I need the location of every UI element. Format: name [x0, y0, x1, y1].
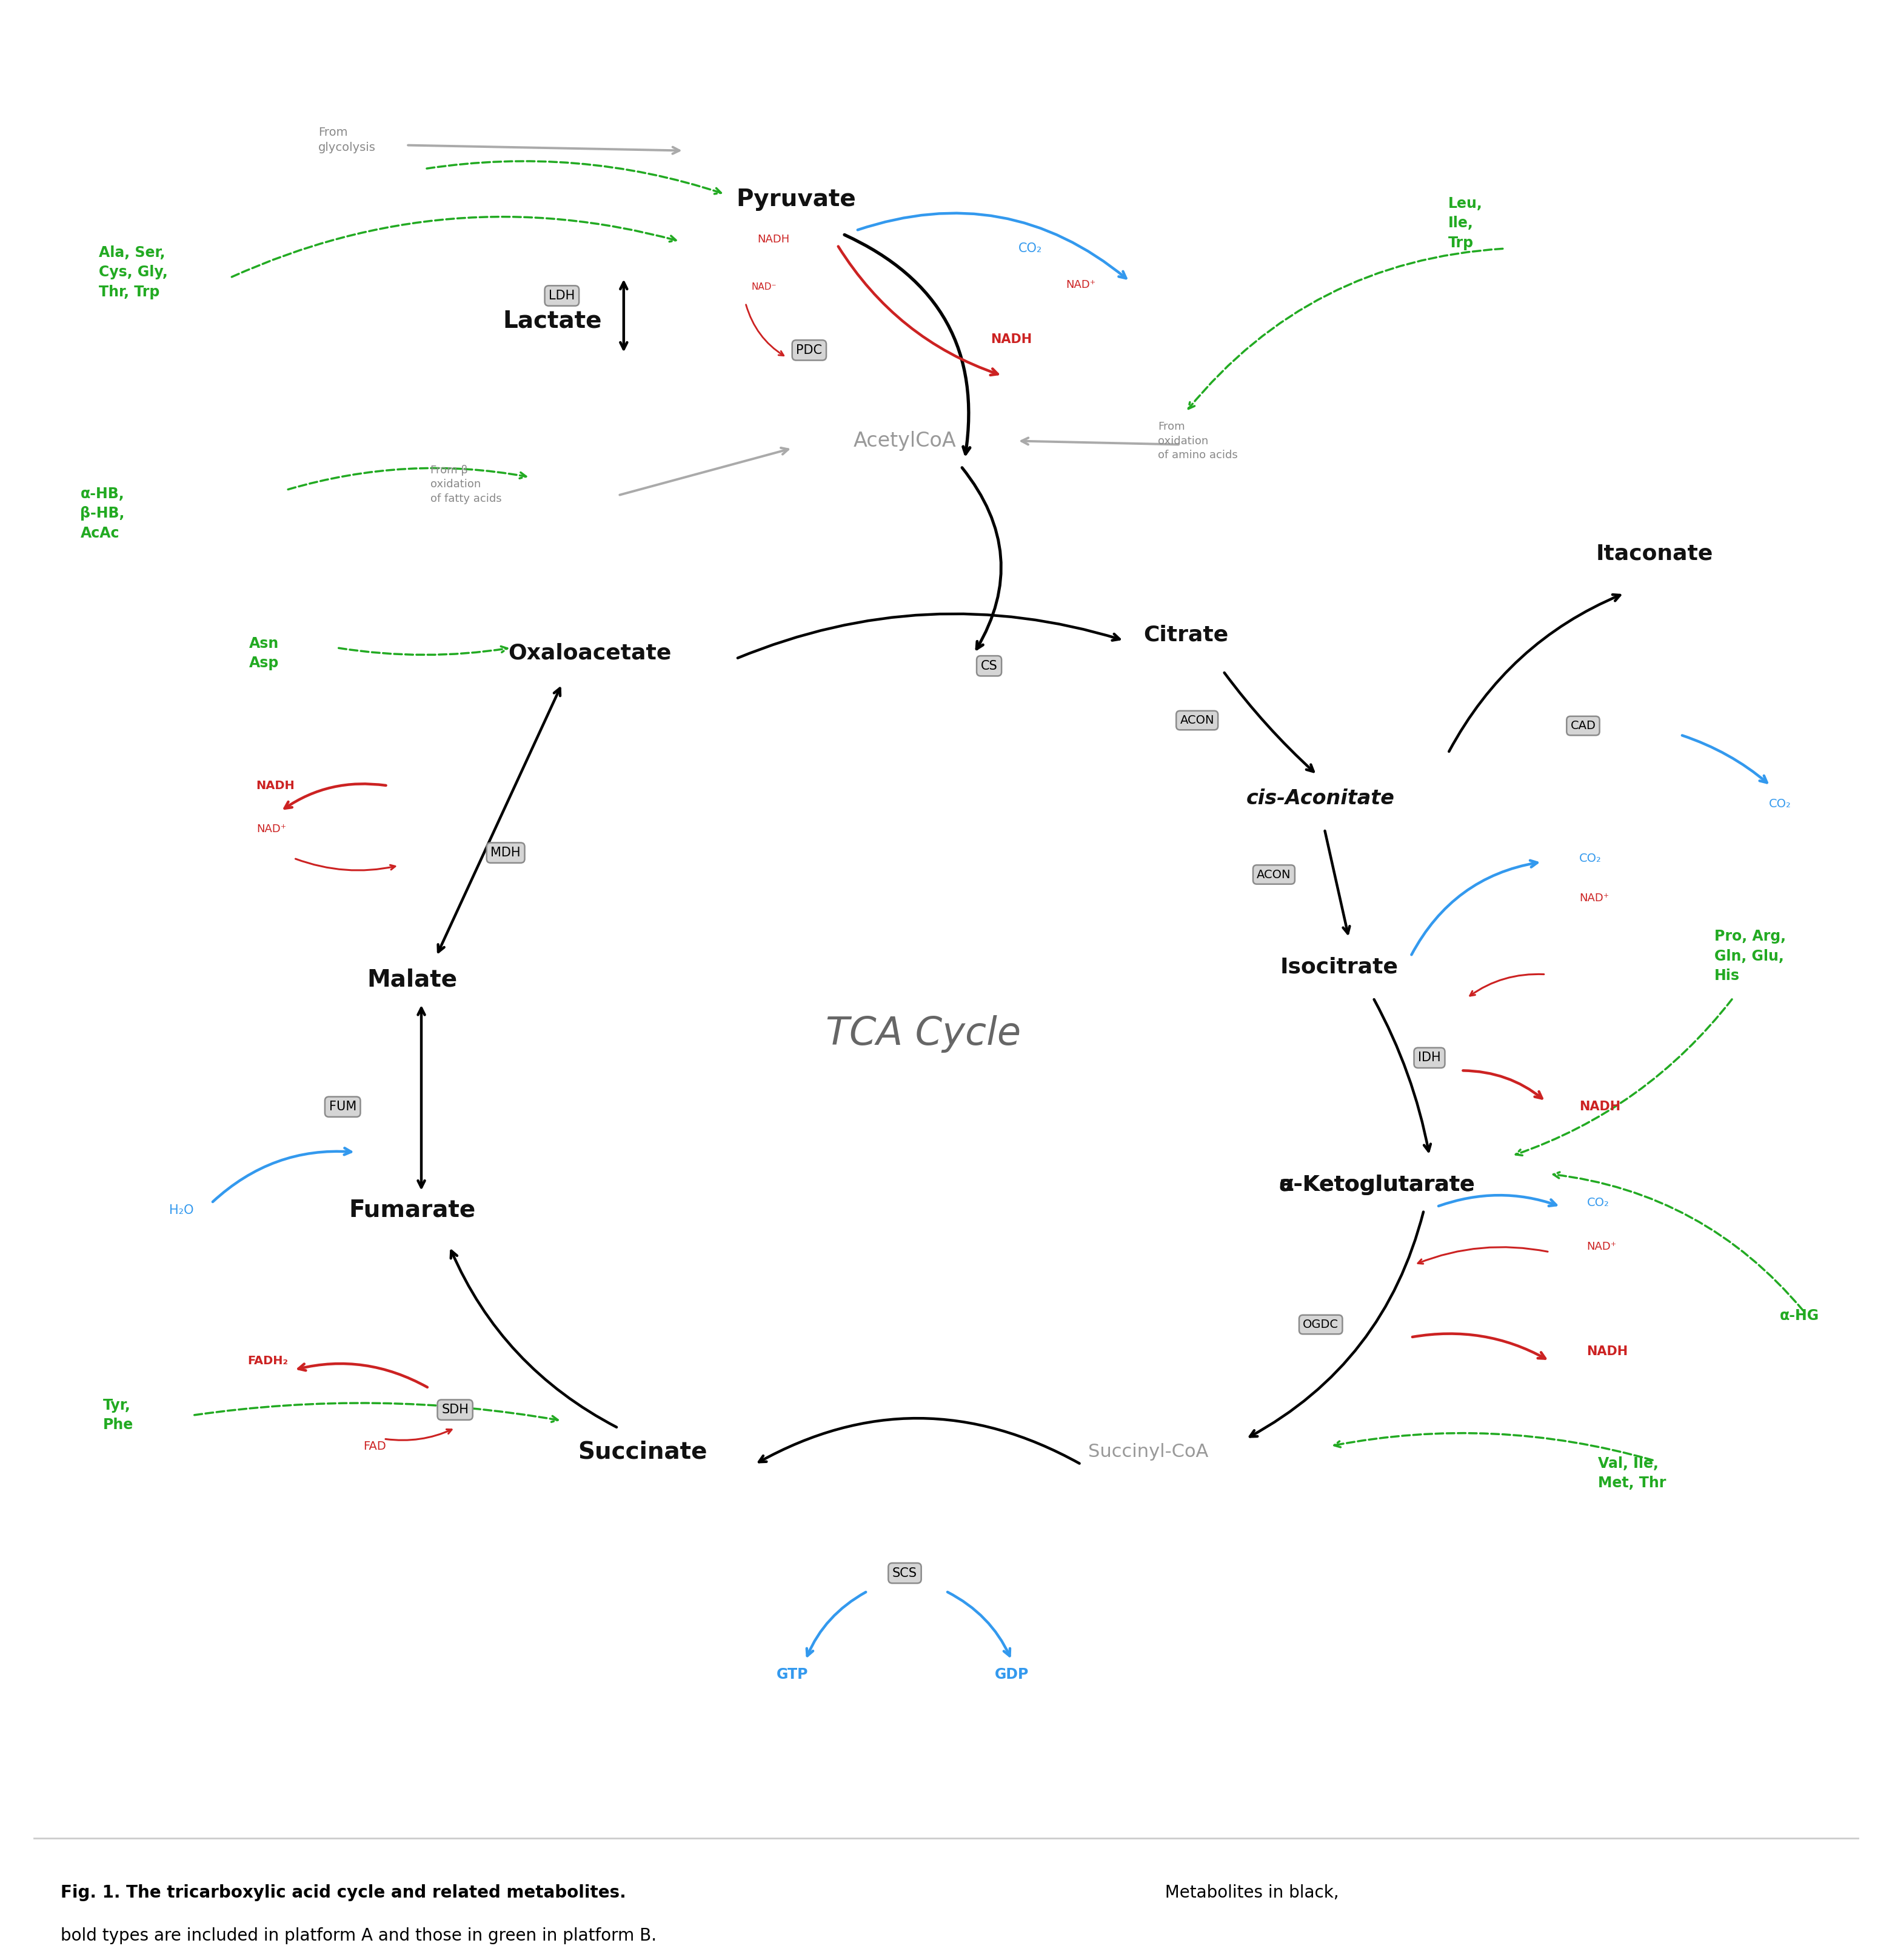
Text: From β
oxidation
of fatty acids: From β oxidation of fatty acids [431, 465, 501, 504]
Text: NADH: NADH [255, 780, 295, 792]
Text: H₂O: H₂O [168, 1203, 193, 1217]
Text: SDH: SDH [441, 1403, 469, 1415]
Text: Leu,
Ile,
Trp: Leu, Ile, Trp [1447, 196, 1483, 251]
Text: Fig. 1. The tricarboxylic acid cycle and related metabolites.: Fig. 1. The tricarboxylic acid cycle and… [61, 1884, 626, 1901]
Text: GDP: GDP [995, 1668, 1029, 1682]
Text: Fumarate: Fumarate [348, 1200, 475, 1221]
Text: Metabolites in black,: Metabolites in black, [1154, 1884, 1340, 1901]
Text: cis-Aconitate: cis-Aconitate [1247, 788, 1394, 808]
Text: PDC: PDC [797, 345, 823, 357]
Text: TCA Cycle: TCA Cycle [827, 1015, 1022, 1053]
Text: ACON: ACON [1256, 868, 1290, 880]
Text: α-HG: α-HG [1780, 1307, 1820, 1323]
Text: GTP: GTP [776, 1668, 808, 1682]
Text: Tyr,
Phe: Tyr, Phe [102, 1397, 132, 1433]
Text: From
glycolysis: From glycolysis [318, 125, 377, 153]
Text: Citrate: Citrate [1143, 625, 1228, 645]
Text: Oxaloacetate: Oxaloacetate [509, 643, 672, 664]
Text: SCS: SCS [893, 1568, 918, 1580]
Text: bold types are included in platform A and those in green in platform B.: bold types are included in platform A an… [61, 1927, 657, 1944]
Text: CO₂: CO₂ [1580, 853, 1603, 864]
Text: NAD⁺: NAD⁺ [257, 823, 286, 835]
Text: From
oxidation
of amino acids: From oxidation of amino acids [1158, 421, 1237, 461]
Text: IDH: IDH [1417, 1053, 1442, 1064]
Text: NADH: NADH [991, 333, 1033, 345]
Text: Pyruvate: Pyruvate [736, 188, 855, 212]
Text: CAD: CAD [1570, 719, 1595, 731]
Text: Ala, Ser,
Cys, Gly,
Thr, Trp: Ala, Ser, Cys, Gly, Thr, Trp [98, 245, 168, 300]
Text: NADH: NADH [1580, 1102, 1621, 1113]
Text: OGDC: OGDC [1304, 1319, 1340, 1331]
Text: Succinyl-CoA: Succinyl-CoA [1088, 1443, 1209, 1460]
Text: Lactate: Lactate [503, 310, 602, 333]
Text: NAD⁺: NAD⁺ [1587, 1241, 1616, 1252]
Text: CS: CS [980, 661, 997, 672]
Text: Isocitrate: Isocitrate [1281, 956, 1398, 978]
Text: Itaconate: Itaconate [1595, 543, 1712, 564]
Text: a-Ketoglutarate: a-Ketoglutarate [1279, 1174, 1476, 1196]
Text: Malate: Malate [367, 968, 458, 992]
Text: Asn
Asp: Asn Asp [250, 637, 278, 670]
Text: NAD⁺: NAD⁺ [1580, 892, 1608, 904]
Text: ACON: ACON [1181, 715, 1215, 725]
Text: LDH: LDH [549, 290, 575, 302]
Text: FUM: FUM [329, 1102, 356, 1113]
Text: NADH: NADH [757, 233, 789, 245]
Text: AcetylCoA: AcetylCoA [853, 431, 955, 451]
Text: α-HB,
β-HB,
AcAc: α-HB, β-HB, AcAc [79, 486, 125, 541]
Text: CO₂: CO₂ [1769, 798, 1792, 809]
Text: CO₂: CO₂ [1018, 243, 1042, 255]
Text: α-Ketoglutarate: α-Ketoglutarate [1279, 1174, 1476, 1196]
Text: FADH₂: FADH₂ [248, 1354, 288, 1366]
Text: Val, Ile,
Met, Thr: Val, Ile, Met, Thr [1599, 1456, 1667, 1490]
Text: NAD⁺: NAD⁺ [1065, 280, 1095, 290]
Text: CO₂: CO₂ [1587, 1198, 1610, 1209]
Text: Pro, Arg,
Gln, Glu,
His: Pro, Arg, Gln, Glu, His [1714, 929, 1786, 984]
Text: NADH: NADH [1587, 1347, 1629, 1358]
Text: Succinate: Succinate [577, 1441, 708, 1462]
Text: FAD: FAD [363, 1441, 386, 1452]
Text: NAD⁻: NAD⁻ [751, 282, 778, 292]
Text: MDH: MDH [490, 847, 520, 858]
